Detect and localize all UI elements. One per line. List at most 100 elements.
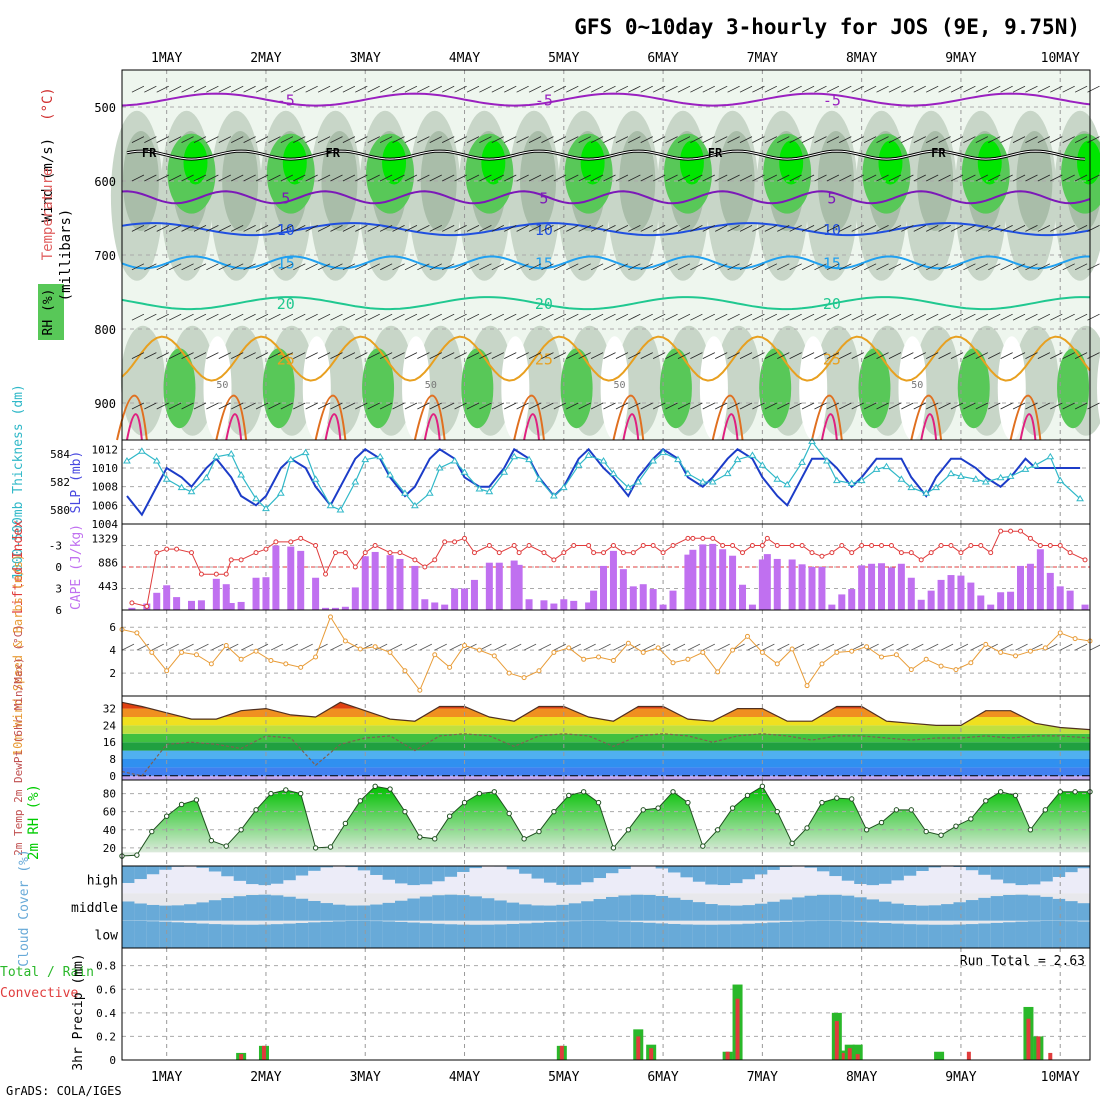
li-point (165, 547, 169, 551)
li-point (641, 544, 645, 548)
wind10-point (731, 648, 735, 652)
li-point (889, 544, 893, 548)
rh2m-point (954, 824, 958, 828)
cloud-low-bar (792, 921, 804, 948)
thickness-point (352, 479, 358, 484)
cloud-middle-bar (321, 903, 333, 921)
rh-contour-90-low (858, 348, 890, 428)
wind10-point (880, 655, 884, 659)
li-point (661, 551, 665, 555)
wind10-point (477, 648, 481, 652)
cloud-middle-bar (271, 895, 283, 920)
wind10-point (269, 658, 273, 662)
cloud-middle-bar (978, 898, 990, 921)
wind10-point (1058, 631, 1062, 635)
wind10-barb (420, 644, 432, 650)
wind10-point (656, 646, 660, 650)
cloud-high-bar (1065, 866, 1077, 872)
cape-bar (590, 591, 597, 610)
rh-tick-label: 80 (103, 788, 116, 801)
isotherm-label: 15 (277, 254, 295, 272)
thickness-point (303, 450, 309, 455)
rh2m-point (879, 820, 883, 824)
li-point (1058, 544, 1062, 548)
cloud-low-bar (1053, 921, 1065, 948)
cloud-middle-bar (134, 904, 146, 921)
rh-contour-90-low (362, 348, 394, 428)
cloud-low-bar (879, 923, 891, 948)
wind10-barb (211, 644, 223, 650)
temp-color-band (122, 742, 1090, 750)
li-point (602, 551, 606, 555)
li-point (562, 551, 566, 555)
cape-bar (396, 559, 403, 610)
li-point (671, 544, 675, 548)
cape-bar (948, 575, 955, 610)
thickness-point (427, 490, 433, 495)
cape-bar (570, 601, 577, 610)
cloud-high-bar (134, 866, 146, 879)
wind10-point (1073, 637, 1077, 641)
li-point (1009, 529, 1013, 533)
date-label-top: 7MAY (747, 51, 778, 66)
li-point (274, 540, 278, 544)
cloud-high-bar (383, 866, 395, 880)
cloud-high-bar (519, 866, 531, 874)
wind10-barb (122, 644, 134, 650)
cloud-middle-bar (345, 906, 357, 921)
wind10-point (671, 661, 675, 665)
cloud-high-bar (1053, 866, 1065, 877)
wind10-point (358, 647, 362, 651)
cloud-high-bar (308, 866, 320, 871)
cape-bar (486, 563, 493, 610)
wind10-point (343, 639, 347, 643)
cloud-low-bar (370, 921, 382, 948)
cape-bar (312, 578, 319, 610)
rh2m-point (805, 826, 809, 830)
cape-bar (496, 563, 503, 610)
cloud-high-bar (221, 866, 233, 876)
cloud-low-bar (991, 923, 1003, 948)
rh2m-point (239, 828, 243, 832)
cloud-low-bar (1003, 922, 1015, 948)
rh-axis-label: RH (%) (41, 289, 56, 336)
cape-bar (878, 563, 885, 610)
li-point (969, 544, 973, 548)
cloud-high-bar (743, 866, 755, 879)
cape-bar (471, 580, 478, 610)
thickness-point (228, 451, 234, 456)
cloud-high-bar (581, 866, 593, 882)
wind10-point (1014, 654, 1018, 658)
rh2m-area (122, 786, 1090, 856)
cloud-low-bar (730, 924, 742, 948)
li-point (199, 572, 203, 576)
pressure-tick-label: 500 (94, 101, 116, 115)
cape-tick-label: 443 (98, 580, 118, 593)
cloud-high-bar (718, 866, 730, 885)
cape-bar (868, 564, 875, 610)
li-point (453, 540, 457, 544)
cloud-middle-bar (196, 902, 208, 920)
rh-tick-label: 60 (103, 806, 116, 819)
cloud-low-bar (532, 923, 544, 948)
wind10-series-line (122, 617, 1090, 690)
cape-bar (1067, 591, 1074, 610)
wind10-point (909, 668, 913, 672)
rh-dry-pocket (700, 336, 728, 440)
cloud-high-bar (420, 866, 432, 884)
wind10-point (507, 671, 511, 675)
precip-tick-label: 0.8 (96, 960, 116, 973)
cape-bar (967, 583, 974, 610)
cloud-high-bar (730, 866, 742, 883)
wind10-barb (956, 644, 968, 650)
rh-dry-pocket (303, 336, 331, 440)
cape-bar (809, 567, 816, 610)
wind10-point (552, 650, 556, 654)
cloud-low-bar (445, 924, 457, 948)
isotherm-label: -5 (535, 92, 553, 110)
slp-tick-label: 1008 (92, 481, 119, 494)
cloud-low-bar (829, 921, 841, 948)
precip-convective-bar (239, 1054, 243, 1060)
isotherm-label: 20 (535, 295, 553, 313)
cloud-high-bar (680, 866, 692, 877)
